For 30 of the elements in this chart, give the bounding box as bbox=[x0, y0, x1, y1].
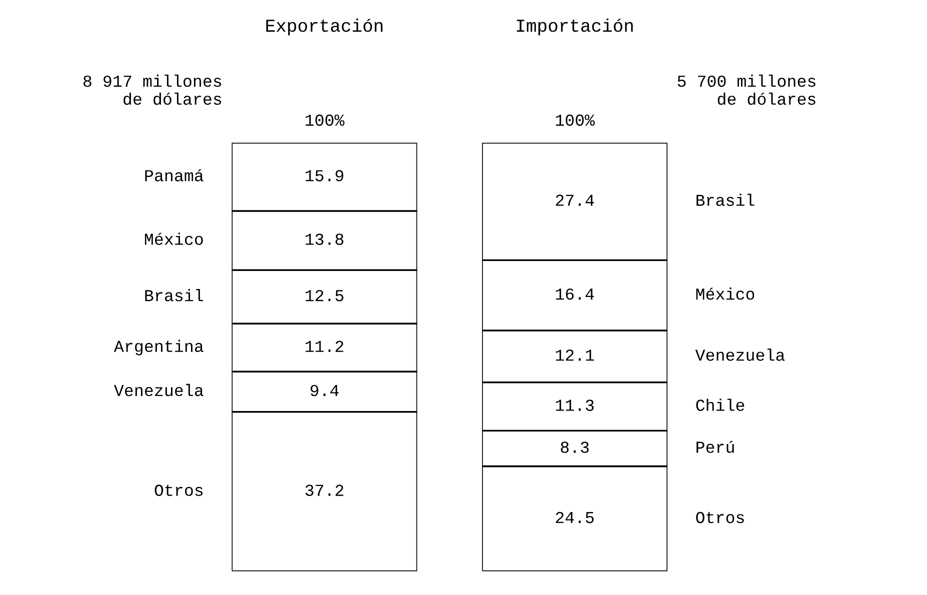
series-label: México bbox=[144, 232, 203, 245]
data-label: 11.2 bbox=[306, 340, 344, 352]
series-label: México bbox=[696, 288, 754, 300]
series-label: Otros bbox=[154, 484, 203, 496]
text: 100% bbox=[306, 114, 344, 126]
text: 5 700 millones de dólares bbox=[678, 74, 816, 105]
data-label: 12.1 bbox=[556, 350, 594, 361]
text: 8 917 millones de dólares bbox=[84, 74, 222, 105]
data-label: 15.9 bbox=[306, 170, 344, 182]
series-label: Venezuela bbox=[695, 348, 785, 361]
series-label: Perú bbox=[696, 440, 734, 453]
series-label: Brasil bbox=[145, 289, 204, 302]
text: 100% bbox=[556, 114, 595, 126]
data-label: 13.8 bbox=[306, 234, 344, 245]
data-label: 12.5 bbox=[306, 290, 344, 302]
data-label: 9.4 bbox=[310, 384, 339, 396]
data-label: 16.4 bbox=[556, 288, 594, 300]
data-label: 24.5 bbox=[556, 512, 594, 524]
chart-title: Importación bbox=[516, 18, 633, 36]
data-label: 11.3 bbox=[556, 400, 594, 411]
data-label: 37.2 bbox=[305, 484, 344, 496]
data-label: 27.4 bbox=[556, 194, 594, 206]
series-label: Chile bbox=[696, 398, 744, 411]
series-label: Brasil bbox=[696, 194, 754, 206]
series-label: Panamá bbox=[145, 169, 204, 182]
series-label: Argentina bbox=[114, 340, 204, 356]
chart-title: Exportación bbox=[266, 18, 382, 36]
series-label: Venezuela bbox=[114, 384, 204, 396]
data-label: 8.3 bbox=[560, 442, 589, 453]
series-label: Otros bbox=[696, 512, 744, 524]
